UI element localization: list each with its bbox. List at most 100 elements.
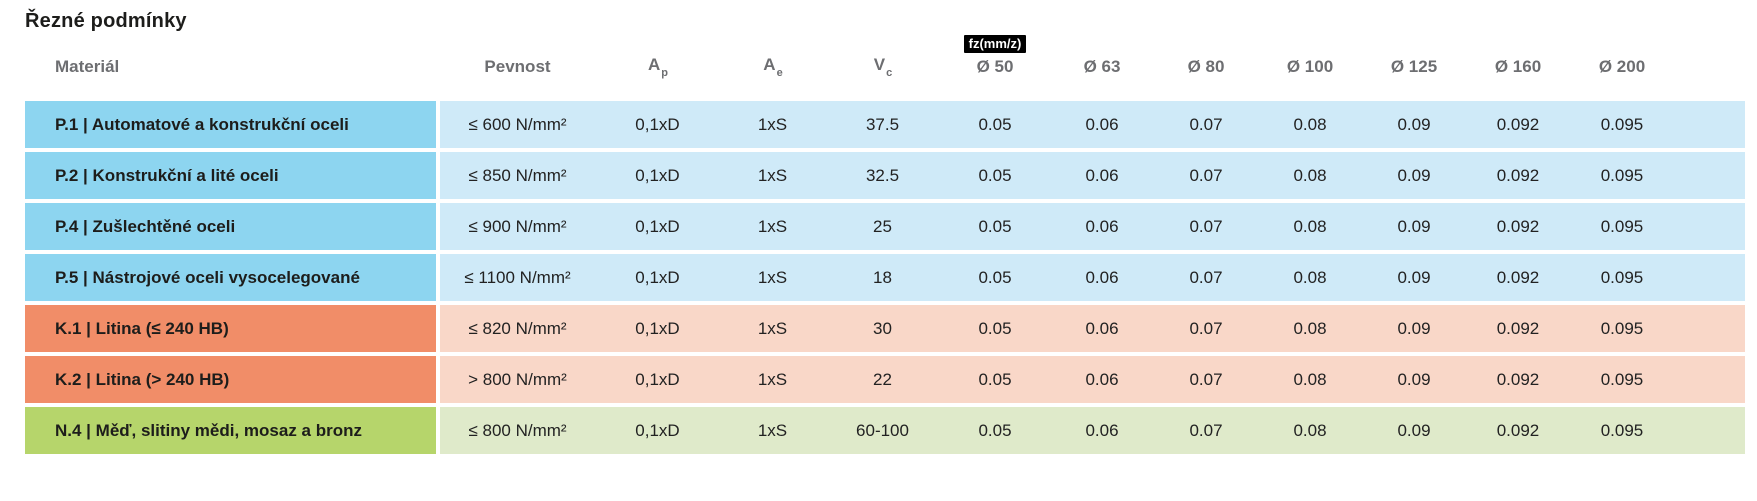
fz-cell: 0.06 <box>1085 216 1119 236</box>
fz-cell: 0.095 <box>1600 369 1644 389</box>
header-diameter-63: Ø 63 <box>1050 57 1154 101</box>
fz-cell: 0.09 <box>1397 216 1431 236</box>
pevnost-cell: ≤ 850 N/mm² <box>468 165 567 185</box>
fz-cell: 0.092 <box>1496 318 1540 338</box>
material-cell: K.2 | Litina (> 240 HB) <box>25 356 440 403</box>
row-filler <box>1674 356 1745 403</box>
header-diameter-125: Ø 125 <box>1362 57 1466 101</box>
diameter-label: Ø 160 <box>1494 57 1542 76</box>
pevnost-cell: > 800 N/mm² <box>468 369 567 389</box>
header-diameter-160: Ø 160 <box>1466 57 1570 101</box>
fz-cell: 0.092 <box>1496 216 1540 236</box>
fz-cell: 0.095 <box>1600 165 1644 185</box>
material-cell: P.5 | Nástrojové oceli vysocelegované <box>25 254 440 301</box>
fz-cell: 0.095 <box>1600 267 1644 287</box>
ap-cell: 0,1xD <box>635 267 680 287</box>
ap-cell: 0,1xD <box>635 114 680 134</box>
table-row: K.2 | Litina (> 240 HB) > 800 N/mm² 0,1x… <box>25 356 1745 403</box>
ae-cell: 1xS <box>757 216 788 236</box>
fz-cell: 0.092 <box>1496 267 1540 287</box>
diameter-label: Ø 80 <box>1187 57 1225 76</box>
fz-cell: 0.08 <box>1293 216 1327 236</box>
fz-cell: 0.06 <box>1085 420 1119 440</box>
table-row: P.2 | Konstrukční a lité oceli ≤ 850 N/m… <box>25 152 1745 199</box>
ap-cell: 0,1xD <box>635 420 680 440</box>
fz-cell: 0.06 <box>1085 165 1119 185</box>
fz-cell: 0.06 <box>1085 114 1119 134</box>
row-filler <box>1674 407 1745 454</box>
ap-cell: 0,1xD <box>635 318 680 338</box>
fz-cell: 0.08 <box>1293 114 1327 134</box>
header-filler <box>1674 77 1745 101</box>
row-filler <box>1674 254 1745 301</box>
fz-cell: 0.05 <box>978 318 1012 338</box>
fz-cell: 0.095 <box>1600 318 1644 338</box>
fz-cell: 0.08 <box>1293 267 1327 287</box>
fz-cell: 0.095 <box>1600 114 1644 134</box>
fz-unit-badge: fz(mm/z) <box>963 35 1027 53</box>
fz-cell: 0.05 <box>978 114 1012 134</box>
table-row: N.4 | Měď, slitiny mědi, mosaz a bronz ≤… <box>25 407 1745 454</box>
header-diameter-50: fz(mm/z) Ø 50 <box>940 35 1050 101</box>
header-pevnost: Pevnost <box>484 57 551 76</box>
table-body: P.1 | Automatové a konstrukční oceli ≤ 6… <box>25 101 1745 454</box>
material-cell: P.4 | Zušlechtěné oceli <box>25 203 440 250</box>
pevnost-cell: ≤ 1100 N/mm² <box>464 267 571 287</box>
fz-cell: 0.07 <box>1189 267 1223 287</box>
fz-cell: 0.06 <box>1085 369 1119 389</box>
table-header-row: Materiál Pevnost Ap Ae Vc fz(mm/z) Ø 50 Ø … <box>25 35 1745 101</box>
diameter-label: Ø 200 <box>1598 57 1646 76</box>
vc-cell: 22 <box>873 369 892 389</box>
pevnost-cell: ≤ 600 N/mm² <box>468 114 567 134</box>
fz-cell: 0.092 <box>1496 165 1540 185</box>
pevnost-cell: ≤ 820 N/mm² <box>468 318 567 338</box>
table-row: P.5 | Nástrojové oceli vysocelegované ≤ … <box>25 254 1745 301</box>
header-diameter-100: Ø 100 <box>1258 57 1362 101</box>
fz-cell: 0.07 <box>1189 318 1223 338</box>
ap-cell: 0,1xD <box>635 369 680 389</box>
row-filler <box>1674 305 1745 352</box>
vc-cell: 30 <box>873 318 892 338</box>
header-ap: Ap <box>647 54 668 79</box>
row-filler <box>1674 152 1745 199</box>
fz-cell: 0.05 <box>978 165 1012 185</box>
ae-cell: 1xS <box>757 318 788 338</box>
material-cell: P.1 | Automatové a konstrukční oceli <box>25 101 440 148</box>
fz-cell: 0.07 <box>1189 420 1223 440</box>
ae-cell: 1xS <box>757 369 788 389</box>
header-diameter-80: Ø 80 <box>1154 57 1258 101</box>
ap-cell: 0,1xD <box>635 216 680 236</box>
material-cell: P.2 | Konstrukční a lité oceli <box>25 152 440 199</box>
row-filler <box>1674 101 1745 148</box>
material-cell: N.4 | Měď, slitiny mědi, mosaz a bronz <box>25 407 440 454</box>
diameter-label: Ø 125 <box>1390 57 1438 76</box>
fz-cell: 0.092 <box>1496 114 1540 134</box>
vc-cell: 18 <box>873 267 892 287</box>
diameter-label: Ø 50 <box>976 57 1014 76</box>
ae-cell: 1xS <box>757 114 788 134</box>
vc-cell: 60-100 <box>856 420 909 440</box>
fz-cell: 0.092 <box>1496 369 1540 389</box>
header-diameter-200: Ø 200 <box>1570 57 1674 101</box>
fz-cell: 0.05 <box>978 267 1012 287</box>
table-row: P.4 | Zušlechtěné oceli ≤ 900 N/mm² 0,1x… <box>25 203 1745 250</box>
fz-cell: 0.06 <box>1085 318 1119 338</box>
fz-cell: 0.09 <box>1397 369 1431 389</box>
fz-cell: 0.05 <box>978 216 1012 236</box>
table-row: P.1 | Automatové a konstrukční oceli ≤ 6… <box>25 101 1745 148</box>
fz-cell: 0.07 <box>1189 165 1223 185</box>
row-filler <box>1674 203 1745 250</box>
fz-cell: 0.05 <box>978 369 1012 389</box>
ae-cell: 1xS <box>757 165 788 185</box>
fz-cell: 0.095 <box>1600 420 1644 440</box>
vc-cell: 32.5 <box>865 165 900 185</box>
fz-cell: 0.07 <box>1189 114 1223 134</box>
fz-cell: 0.09 <box>1397 420 1431 440</box>
material-cell: K.1 | Litina (≤ 240 HB) <box>25 305 440 352</box>
ae-cell: 1xS <box>757 420 788 440</box>
fz-cell: 0.09 <box>1397 267 1431 287</box>
cutting-conditions-table: Materiál Pevnost Ap Ae Vc fz(mm/z) Ø 50 Ø … <box>25 35 1745 454</box>
fz-cell: 0.09 <box>1397 165 1431 185</box>
fz-cell: 0.08 <box>1293 420 1327 440</box>
